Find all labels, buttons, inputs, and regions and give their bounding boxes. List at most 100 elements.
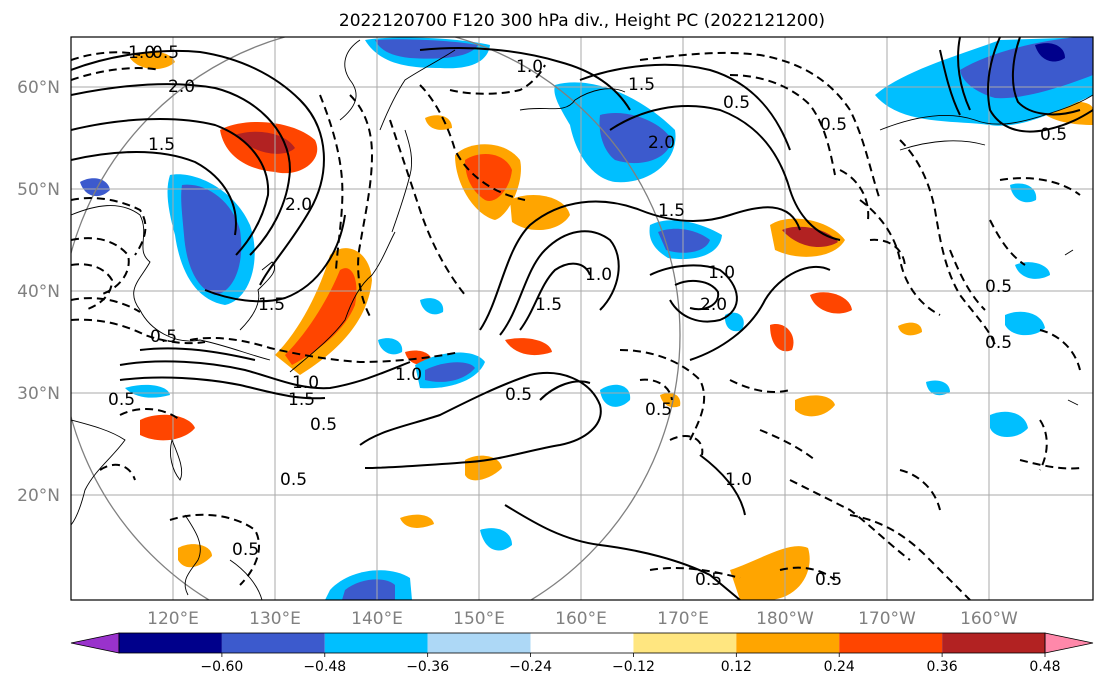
- height-contours-positive: [71, 37, 1093, 600]
- figure-title: 2022120700 F120 300 hPa div., Height PC …: [339, 11, 825, 31]
- colorbar-tick-label: 0.36: [927, 659, 958, 675]
- contour-label: 1.0: [585, 265, 612, 285]
- contour-label: 0.5: [280, 470, 307, 490]
- contour-label: 1.0: [292, 373, 319, 393]
- colorbar-segment: [221, 633, 325, 653]
- coastlines: [71, 39, 1093, 600]
- contour-label: 1.0: [708, 263, 735, 283]
- contour-label: 2.0: [285, 195, 312, 215]
- map-area: 1.0 0.5 2.0 1.5 1.0 1.5 0.5 2.0 1.5 0.5 …: [71, 37, 1093, 600]
- negative-divergence-area: [420, 298, 444, 315]
- positive-divergence-area: [178, 544, 212, 568]
- contour-label: 1.0: [725, 470, 752, 490]
- negative-divergence-area: [1015, 262, 1050, 279]
- lon-label: 120°E: [147, 609, 199, 629]
- negative-divergence-area: [658, 228, 710, 253]
- lon-label: 130°E: [249, 609, 301, 629]
- contour-label: 0.5: [150, 327, 177, 347]
- colorbar-segment: [324, 633, 428, 653]
- contour-labels: 1.0 0.5 2.0 1.5 1.0 1.5 0.5 2.0 1.5 0.5 …: [108, 43, 1067, 590]
- positive-divergence-area: [795, 395, 835, 417]
- lon-label: 170°E: [657, 609, 709, 629]
- colorbar-segment: [427, 633, 531, 653]
- negative-divergence-area: [990, 411, 1028, 437]
- contour-label: 1.0: [128, 43, 155, 63]
- contour-label: 0.5: [815, 570, 842, 590]
- reference-circle: [71, 37, 681, 600]
- lat-label: 40°N: [17, 282, 60, 302]
- colorbar-tick-label: −0.24: [509, 659, 552, 675]
- contour-label: 0.5: [310, 415, 337, 435]
- contour-label: 1.0: [516, 57, 543, 77]
- lon-label: 160°W: [960, 609, 1018, 629]
- positive-divergence-area: [810, 292, 852, 314]
- lat-label: 30°N: [17, 384, 60, 404]
- colorbar-tick-label: −0.36: [406, 659, 449, 675]
- contour-label: 0.5: [1040, 125, 1067, 145]
- positive-divergence-area: [730, 546, 810, 600]
- negative-divergence-area: [181, 184, 242, 295]
- lon-label: 140°E: [351, 609, 403, 629]
- colorbar-segment: [119, 633, 222, 653]
- negative-divergence-area: [342, 579, 395, 600]
- contour-label: 0.5: [232, 540, 259, 560]
- positive-divergence-area: [130, 51, 175, 70]
- contour-label: 1.0: [395, 365, 422, 385]
- colorbar-tick-label: −0.60: [200, 659, 243, 675]
- positive-divergence-area: [898, 322, 922, 336]
- contour-label: 2.0: [648, 133, 675, 153]
- contour-label: 2.0: [168, 77, 195, 97]
- colorbar-segment: [633, 633, 737, 653]
- colorbar-segment: [736, 633, 840, 653]
- negative-divergence-area: [125, 384, 170, 398]
- colorbar-lower-extend: [70, 632, 120, 654]
- lat-label: 60°N: [17, 78, 60, 98]
- colorbar-segment: [942, 633, 1045, 653]
- contour-label: 0.5: [505, 385, 532, 405]
- lon-label: 170°W: [858, 609, 916, 629]
- contour-label: 1.5: [258, 295, 285, 315]
- latitude-labels: 60°N 50°N 40°N 30°N 20°N: [17, 78, 60, 506]
- colorbar-tick-label: 0.12: [721, 659, 752, 675]
- lat-label: 50°N: [17, 180, 60, 200]
- contour-label: 0.5: [695, 570, 722, 590]
- positive-divergence-area: [770, 324, 794, 352]
- contour-label: 1.5: [148, 135, 175, 155]
- contour-label: 0.5: [985, 277, 1012, 297]
- lon-label: 180°W: [756, 609, 814, 629]
- negative-divergence-area: [80, 178, 110, 197]
- negative-divergence-area: [724, 312, 744, 332]
- negative-divergence-area: [480, 528, 512, 551]
- lon-label: 150°E: [453, 609, 505, 629]
- positive-divergence-area: [235, 131, 295, 154]
- colorbar-segment: [530, 633, 634, 653]
- colorbar-tick-label: 0.24: [824, 659, 855, 675]
- negative-divergence-area: [1005, 311, 1045, 336]
- longitude-labels: 120°E 130°E 140°E 150°E 160°E 170°E 180°…: [147, 609, 1018, 629]
- contour-label: 0.5: [723, 93, 750, 113]
- contour-label: 1.5: [628, 75, 655, 95]
- positive-divergence-area: [782, 226, 838, 247]
- contour-label: 1.5: [535, 295, 562, 315]
- lon-label: 160°E: [555, 609, 607, 629]
- positive-divergence-area: [285, 268, 357, 365]
- height-contours-negative: [71, 51, 1081, 600]
- positive-divergence-area: [505, 338, 552, 356]
- colorbar-tick-label: 0.48: [1029, 659, 1060, 675]
- negative-divergence-area: [1010, 183, 1037, 203]
- positive-divergence-area: [140, 414, 195, 441]
- colorbar-segment: [839, 633, 943, 653]
- colorbar-tick-label: −0.12: [612, 659, 655, 675]
- negative-divergence-area: [425, 362, 475, 382]
- positive-divergence-area: [660, 393, 681, 408]
- contour-label: 1.5: [288, 390, 315, 410]
- negative-divergence-area: [1035, 43, 1065, 62]
- contour-label: 2.0: [700, 295, 727, 315]
- negative-divergence-area: [600, 384, 631, 407]
- map-frame: [70, 36, 1094, 601]
- colorbar-tick-label: −0.48: [303, 659, 346, 675]
- lat-label: 20°N: [17, 486, 60, 506]
- colorbar: −0.60 −0.48 −0.36 −0.24 −0.12 0.12 0.24 0.36 0.4…: [70, 632, 1094, 675]
- positive-divergence-area: [400, 514, 434, 528]
